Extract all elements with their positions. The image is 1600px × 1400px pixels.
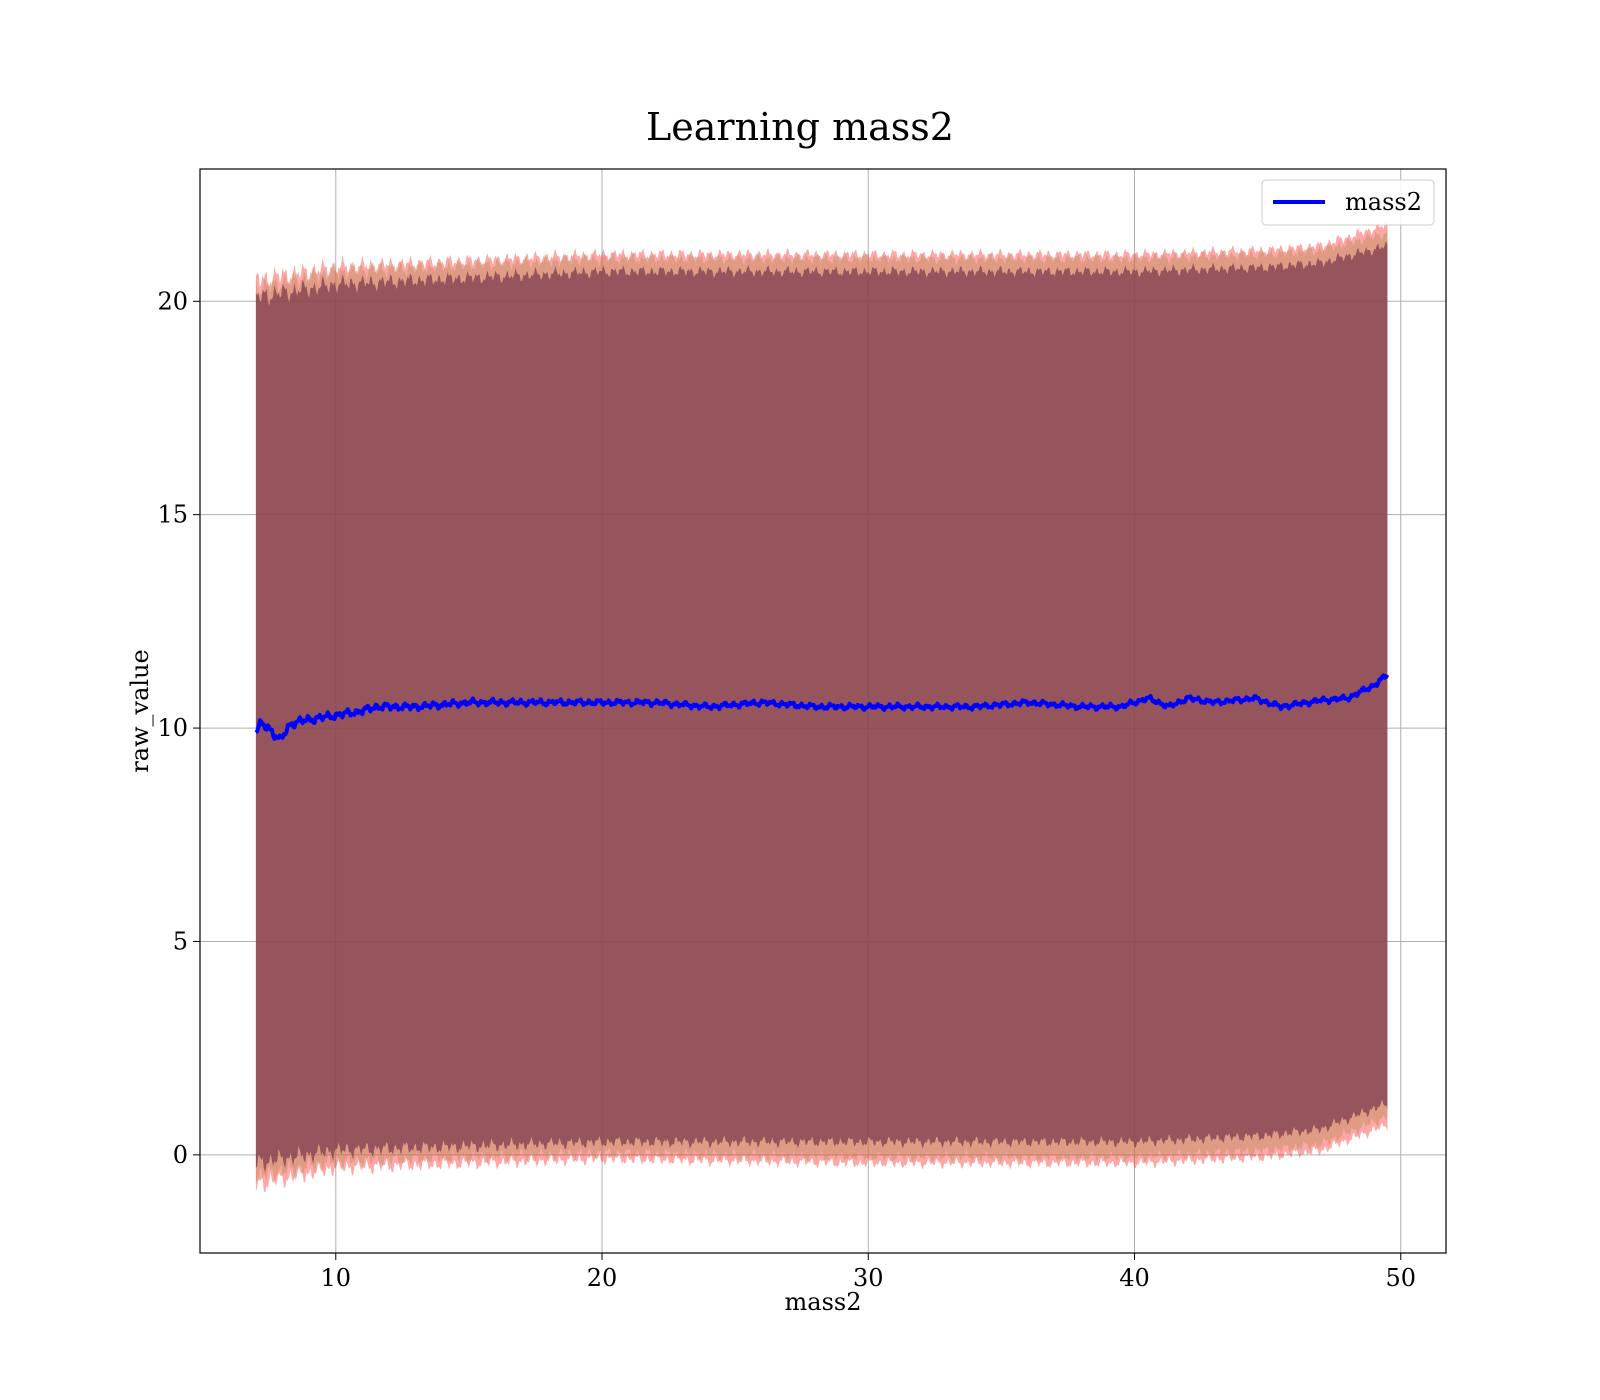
y-tick-label-10: 10	[157, 714, 188, 742]
legend-label-mass2: mass2	[1345, 188, 1422, 216]
axis-ticks: 10 20 30 40 50 0 5 10 15 20	[157, 287, 1416, 1292]
x-tick-label-10: 10	[321, 1264, 352, 1292]
y-tick-label-20: 20	[157, 287, 188, 315]
series-line-mass2	[254, 673, 1390, 741]
x-tick-label-40: 40	[1119, 1264, 1150, 1292]
y-tick-label-0: 0	[173, 1141, 188, 1169]
legend: mass2	[1261, 179, 1435, 226]
chart-title: Learning mass2	[646, 105, 954, 149]
y-tick-label-5: 5	[173, 927, 188, 955]
x-axis-label: mass2	[785, 1288, 862, 1316]
x-tick-label-20: 20	[587, 1264, 618, 1292]
legend-box	[1261, 179, 1435, 226]
y-tick-label-15: 15	[157, 501, 188, 529]
x-tick-label-30: 30	[853, 1264, 884, 1292]
x-tick-label-50: 50	[1385, 1264, 1416, 1292]
y-axis-label: raw_value	[126, 649, 154, 773]
series-lines	[254, 673, 1390, 741]
plot-frame	[199, 168, 1447, 1254]
